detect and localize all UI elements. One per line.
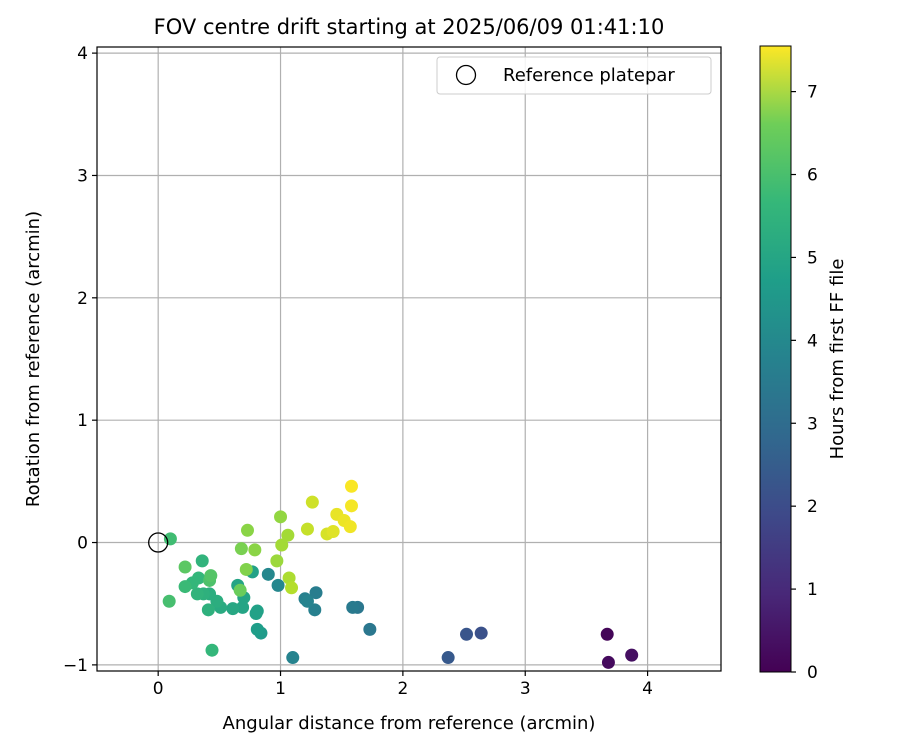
- data-point: [178, 580, 192, 594]
- data-point: [195, 554, 209, 568]
- x-axis-label: Angular distance from reference (arcmin): [223, 713, 596, 734]
- data-points: [162, 479, 639, 669]
- data-point: [190, 587, 204, 601]
- data-point: [204, 569, 218, 583]
- reference-platepar-point: [148, 532, 169, 553]
- data-point: [226, 602, 240, 616]
- x-tick-label: 1: [275, 679, 286, 699]
- data-point: [248, 543, 262, 557]
- colorbar-tick-label: 1: [807, 580, 818, 600]
- y-tick-label: 3: [77, 166, 88, 186]
- data-point: [250, 604, 264, 618]
- data-point: [281, 528, 295, 542]
- data-point: [300, 522, 314, 536]
- colorbar-gradient: [759, 45, 792, 673]
- legend: Reference platepar: [436, 56, 712, 95]
- data-point: [600, 627, 614, 641]
- colorbar-tick-label: 0: [807, 663, 818, 683]
- data-point: [344, 479, 358, 493]
- data-point: [234, 542, 248, 556]
- data-point: [343, 520, 357, 534]
- legend-box: [436, 56, 712, 95]
- data-point: [163, 532, 177, 546]
- colorbar-tick-label: 6: [807, 166, 818, 186]
- y-tick-label: 2: [77, 289, 88, 309]
- data-point: [282, 571, 296, 585]
- data-point: [363, 622, 377, 636]
- grid: [97, 47, 721, 671]
- data-point: [474, 626, 488, 640]
- colorbar-ticks: 0 1 2 3 4 5 6 7: [791, 83, 818, 683]
- x-tick-label: 2: [397, 679, 408, 699]
- data-point: [305, 495, 319, 509]
- colorbar-tick-label: 4: [807, 331, 818, 351]
- legend-marker-circle: [455, 64, 477, 86]
- data-point: [270, 554, 284, 568]
- data-point: [162, 594, 176, 608]
- data-point: [271, 578, 285, 592]
- x-axis-ticks: 0 1 2 3 4: [153, 671, 653, 699]
- data-point: [309, 586, 323, 600]
- x-tick-label: 4: [642, 679, 653, 699]
- colorbar-label: Hours from first FF file: [827, 259, 848, 460]
- y-tick-label: −1: [63, 656, 88, 676]
- data-point: [285, 581, 299, 595]
- data-point: [250, 622, 264, 636]
- colorbar-tick-label: 7: [807, 83, 818, 103]
- colorbar-tick-label: 2: [807, 497, 818, 517]
- data-point: [275, 538, 289, 552]
- y-axis-label: Rotation from reference (arcmin): [23, 211, 44, 507]
- y-tick-label: 0: [77, 534, 88, 554]
- plot-frame: [96, 46, 722, 672]
- data-point: [233, 583, 247, 597]
- data-point: [625, 648, 639, 662]
- x-tick-label: 3: [520, 679, 531, 699]
- data-point: [239, 562, 253, 576]
- y-tick-label: 1: [77, 411, 88, 431]
- data-point: [346, 600, 360, 614]
- colorbar-tick-label: 3: [807, 414, 818, 434]
- data-point: [201, 603, 215, 617]
- data-point: [601, 655, 615, 669]
- data-point: [308, 603, 322, 617]
- legend-entry: Reference platepar: [503, 65, 675, 86]
- reference-marker: [148, 532, 169, 553]
- data-point: [274, 510, 288, 524]
- colorbar: 0 1 2 3 4 5 6 7 Hours from first FF file: [759, 45, 848, 683]
- data-point: [286, 651, 300, 665]
- chart-title: FOV centre drift starting at 2025/06/09 …: [154, 15, 665, 39]
- y-tick-label: 4: [77, 44, 88, 64]
- y-axis-ticks: −1 0 1 2 3 4: [63, 44, 97, 676]
- data-point: [300, 594, 314, 608]
- x-tick-label: 0: [153, 679, 164, 699]
- data-point: [236, 600, 250, 614]
- data-point: [205, 643, 219, 657]
- colorbar-tick-label: 5: [807, 248, 818, 268]
- data-point: [460, 627, 474, 641]
- data-point: [178, 560, 192, 574]
- data-point: [326, 525, 340, 539]
- data-point: [240, 523, 254, 537]
- data-point: [344, 499, 358, 513]
- data-point: [261, 567, 275, 581]
- data-point: [441, 651, 455, 665]
